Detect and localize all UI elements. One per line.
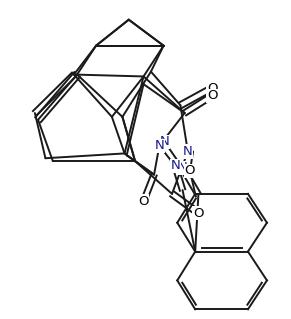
Text: N: N (178, 161, 187, 174)
Text: O: O (185, 164, 195, 177)
Text: O: O (207, 81, 217, 94)
Text: N: N (170, 160, 180, 173)
Text: O: O (207, 89, 217, 102)
Text: O: O (193, 207, 204, 219)
Text: N: N (183, 145, 193, 158)
Text: N: N (155, 139, 164, 152)
Text: O: O (138, 195, 149, 208)
Text: N: N (160, 135, 169, 148)
